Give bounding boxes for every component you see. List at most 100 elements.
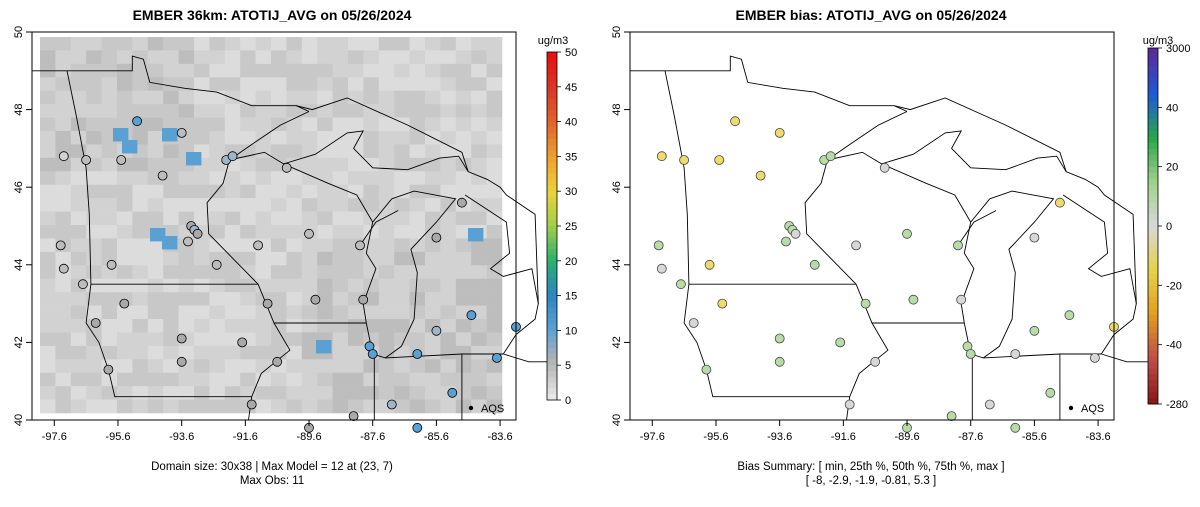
model-grid-cell xyxy=(348,386,364,400)
model-grid-cell xyxy=(209,292,226,306)
model-grid-cell xyxy=(194,386,210,400)
colorbar-segment xyxy=(547,388,557,395)
bias-site-marker xyxy=(679,155,689,165)
model-grid-cell xyxy=(40,359,56,374)
model-grid-cell xyxy=(455,292,472,306)
model-grid-cell xyxy=(286,63,303,78)
model-grid-cell xyxy=(332,144,349,159)
model-grid-cell xyxy=(70,319,87,333)
model-grid-cell xyxy=(55,319,72,333)
model-grid-cell xyxy=(440,345,457,360)
left-map-frame xyxy=(31,31,517,421)
model-grid-cell xyxy=(425,50,441,65)
colorbar-segment xyxy=(1148,285,1158,292)
model-grid-cell xyxy=(440,131,457,145)
model-grid-cell xyxy=(455,359,472,374)
model-grid-cell xyxy=(425,184,441,199)
model-grid-cell xyxy=(117,117,133,132)
model-grid-cell xyxy=(163,319,179,333)
model-grid-cell xyxy=(209,144,226,159)
model-grid-cell xyxy=(378,63,395,78)
model-grid-cell xyxy=(55,251,72,266)
model-grid-cell xyxy=(55,90,72,105)
model-grid-cell xyxy=(178,90,195,105)
colorbar-segment xyxy=(1148,119,1158,126)
bias-site-marker xyxy=(1029,325,1040,336)
model-grid-cell xyxy=(440,319,457,333)
colorbar-segment xyxy=(1148,350,1158,357)
model-grid-cell xyxy=(40,399,56,414)
colorbar-segment xyxy=(547,220,557,227)
model-grid-cell xyxy=(486,184,503,199)
model-grid-cell xyxy=(70,117,87,132)
state-border-line xyxy=(827,111,908,161)
model-grid-cell xyxy=(194,278,210,293)
model-grid-cell xyxy=(348,251,364,266)
bias-site-marker xyxy=(714,155,725,165)
right-colorbar: 3000 40 20 0 -20 -40 -280 xyxy=(1147,43,1190,411)
model-grid-cell xyxy=(40,50,56,65)
model-grid-cell xyxy=(224,305,241,320)
model-hotspot-cell xyxy=(316,340,332,354)
state-border-line xyxy=(85,284,92,324)
colorbar-segment xyxy=(547,336,557,343)
model-grid-cell xyxy=(378,117,395,132)
colorbar-segment xyxy=(547,214,557,221)
model-hotspot-cell xyxy=(186,152,202,166)
colorbar-segment xyxy=(547,121,557,128)
model-grid-cell xyxy=(394,171,410,186)
model-grid-cell xyxy=(178,345,195,360)
model-grid-cell xyxy=(147,238,164,253)
model-grid-cell xyxy=(363,117,380,132)
model-grid-cell xyxy=(101,319,118,333)
model-grid-cell xyxy=(132,63,149,78)
model-grid-cell xyxy=(348,225,364,239)
model-grid-cell xyxy=(40,332,56,347)
model-grid-cell xyxy=(471,399,487,414)
model-grid-cell xyxy=(271,372,287,387)
model-grid-cell xyxy=(194,292,210,306)
model-grid-cell xyxy=(286,278,303,293)
model-grid-cell xyxy=(486,399,503,414)
model-grid-cell xyxy=(332,359,349,374)
model-grid-cell xyxy=(332,157,349,172)
model-grid-cell xyxy=(86,171,102,186)
model-grid-cell xyxy=(486,278,503,293)
model-grid-cell xyxy=(378,372,395,387)
model-grid-cell xyxy=(471,50,487,65)
model-grid-cell xyxy=(70,211,87,226)
state-border-line xyxy=(296,105,310,112)
model-grid-cell xyxy=(255,372,272,387)
model-grid-cell xyxy=(455,386,472,400)
bias-site-marker xyxy=(1090,352,1100,363)
right-map-frame xyxy=(629,31,1115,421)
model-grid-cell xyxy=(301,345,318,360)
model-grid-cell xyxy=(224,104,241,118)
model-grid-cell xyxy=(86,225,102,239)
colorbar-tick-label: 50 xyxy=(565,47,577,59)
model-grid-cell xyxy=(209,117,226,132)
model-grid-cell xyxy=(363,265,380,280)
model-grid-cell xyxy=(425,305,441,320)
model-grid-cell xyxy=(255,386,272,400)
obs-site-marker xyxy=(116,155,127,165)
colorbar-segment xyxy=(1148,83,1158,90)
model-grid-cell xyxy=(101,278,118,293)
model-grid-cell xyxy=(86,131,102,145)
model-grid-cell xyxy=(409,50,426,65)
model-grid-cell xyxy=(348,117,364,132)
colorbar-segment xyxy=(1148,131,1158,138)
model-grid-cell xyxy=(209,37,226,51)
model-grid-cell xyxy=(209,386,226,400)
model-grid-cell xyxy=(70,50,87,65)
colorbar-tick-label: 25 xyxy=(565,221,577,233)
model-grid-cell xyxy=(40,251,56,266)
model-grid-cell xyxy=(455,117,472,132)
obs-site-marker xyxy=(355,240,365,251)
model-grid-cell xyxy=(240,238,256,253)
model-grid-cell xyxy=(455,211,472,226)
model-grid-cell xyxy=(224,332,241,347)
model-grid-cell xyxy=(394,144,410,159)
model-grid-cell xyxy=(132,37,149,51)
bias-site-marker xyxy=(1010,349,1021,359)
